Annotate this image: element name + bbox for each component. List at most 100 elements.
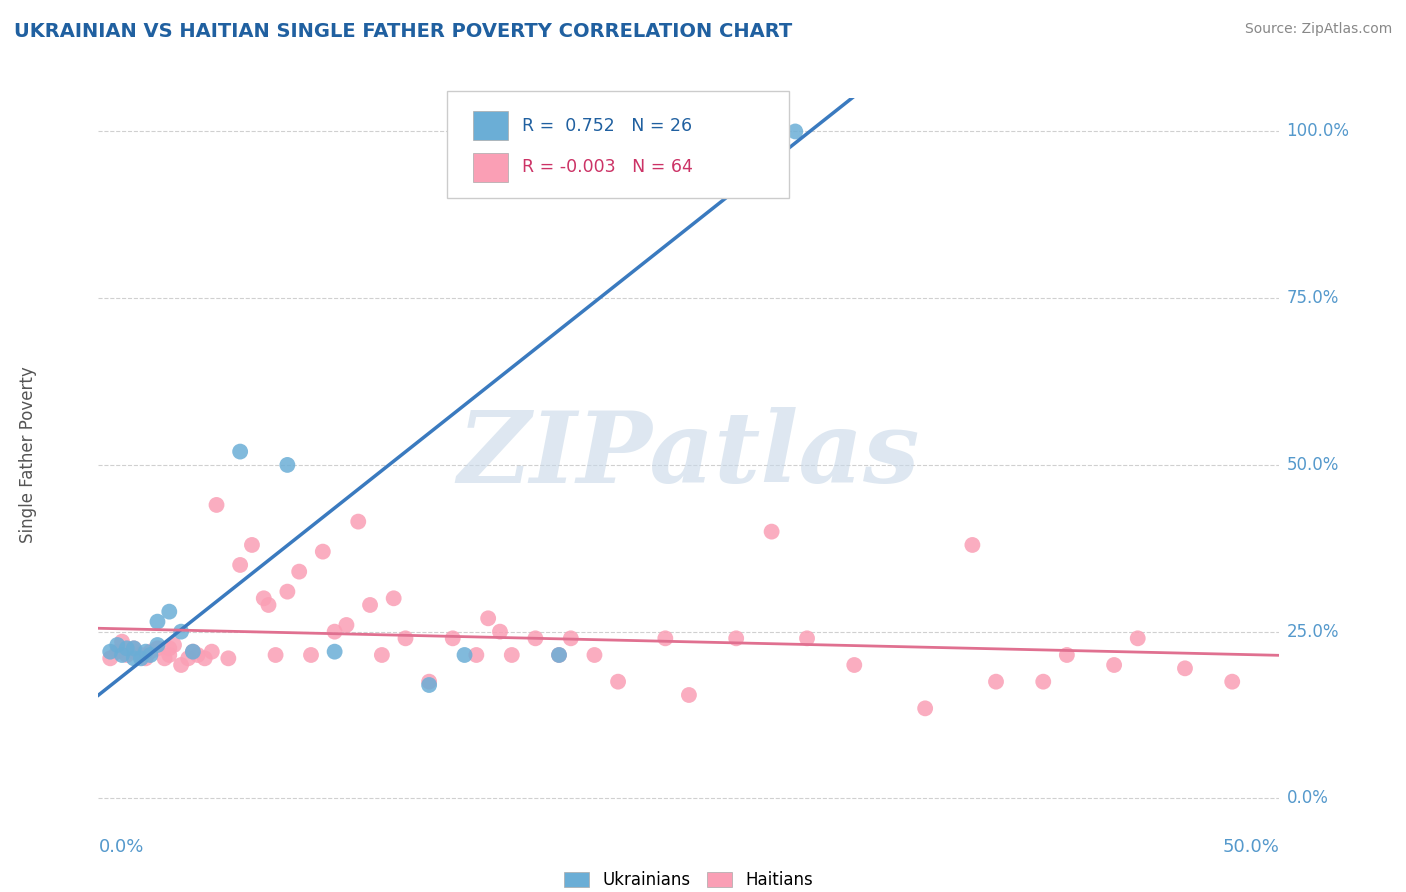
Point	[1056, 648, 1078, 662]
Bar	[472, 112, 508, 140]
Point	[312, 544, 335, 558]
Point	[122, 645, 145, 659]
Point	[323, 645, 346, 659]
Point	[418, 674, 440, 689]
FancyBboxPatch shape	[447, 91, 789, 198]
Point	[844, 658, 866, 673]
Point	[264, 648, 287, 662]
Point	[725, 632, 748, 646]
Point	[111, 634, 134, 648]
Point	[129, 651, 152, 665]
Point	[785, 124, 807, 138]
Point	[607, 674, 630, 689]
Point	[489, 624, 512, 639]
Text: ZIPatlas: ZIPatlas	[458, 407, 920, 503]
Point	[229, 558, 252, 572]
Point	[170, 624, 193, 639]
Point	[217, 651, 239, 665]
Text: 50.0%: 50.0%	[1286, 456, 1339, 474]
Point	[157, 605, 180, 619]
Point	[1126, 632, 1149, 646]
Point	[371, 648, 394, 662]
Point	[347, 515, 370, 529]
Point	[146, 638, 169, 652]
Text: 50.0%: 50.0%	[1223, 838, 1279, 856]
Point	[548, 648, 571, 662]
Point	[607, 124, 630, 138]
Point	[157, 641, 180, 656]
Point	[453, 648, 475, 662]
Point	[115, 648, 138, 662]
Point	[689, 124, 711, 138]
Point	[115, 641, 138, 656]
Text: 0.0%: 0.0%	[98, 838, 143, 856]
Point	[105, 645, 128, 659]
Point	[1032, 674, 1054, 689]
Point	[1220, 674, 1243, 689]
Point	[181, 645, 204, 659]
Point	[418, 678, 440, 692]
Point	[177, 651, 200, 665]
Point	[135, 651, 157, 665]
Point	[187, 648, 209, 662]
Point	[678, 688, 700, 702]
Point	[163, 638, 186, 652]
Point	[122, 641, 145, 656]
Point	[111, 648, 134, 662]
Point	[194, 651, 217, 665]
Point	[382, 591, 405, 606]
Text: UKRAINIAN VS HAITIAN SINGLE FATHER POVERTY CORRELATION CHART: UKRAINIAN VS HAITIAN SINGLE FATHER POVER…	[14, 22, 793, 41]
Point	[170, 658, 193, 673]
Point	[548, 648, 571, 662]
Point	[654, 632, 676, 646]
Point	[139, 648, 162, 662]
Point	[276, 584, 298, 599]
Point	[477, 611, 499, 625]
Point	[276, 458, 298, 472]
Point	[583, 648, 606, 662]
Point	[335, 618, 357, 632]
Point	[181, 645, 204, 659]
Point	[465, 648, 488, 662]
Point	[105, 638, 128, 652]
Point	[914, 701, 936, 715]
Text: 0.0%: 0.0%	[1286, 789, 1329, 807]
Point	[98, 651, 121, 665]
Text: Source: ZipAtlas.com: Source: ZipAtlas.com	[1244, 22, 1392, 37]
Point	[146, 615, 169, 629]
Point	[1174, 661, 1197, 675]
Point	[583, 124, 606, 138]
Point	[299, 648, 322, 662]
Point	[139, 645, 162, 659]
Point	[560, 632, 582, 646]
Point	[984, 674, 1007, 689]
Point	[201, 645, 224, 659]
Point	[146, 641, 169, 656]
Point	[394, 632, 416, 646]
Point	[153, 651, 176, 665]
Point	[157, 648, 180, 662]
Point	[962, 538, 984, 552]
Point	[229, 444, 252, 458]
Point	[737, 124, 759, 138]
Text: 100.0%: 100.0%	[1286, 122, 1350, 140]
Point	[524, 632, 547, 646]
Point	[796, 632, 818, 646]
Text: R = -0.003   N = 64: R = -0.003 N = 64	[523, 159, 693, 177]
Text: 25.0%: 25.0%	[1286, 623, 1339, 640]
Point	[359, 598, 381, 612]
Point	[122, 651, 145, 665]
Text: 75.0%: 75.0%	[1286, 289, 1339, 307]
Text: Single Father Poverty: Single Father Poverty	[20, 367, 37, 543]
Point	[98, 645, 121, 659]
Point	[288, 565, 311, 579]
Point	[323, 624, 346, 639]
Point	[654, 124, 676, 138]
Legend: Ukrainians, Haitians: Ukrainians, Haitians	[558, 865, 820, 892]
Point	[257, 598, 280, 612]
Point	[761, 524, 783, 539]
Point	[205, 498, 228, 512]
Point	[135, 645, 157, 659]
Point	[253, 591, 276, 606]
Point	[129, 648, 152, 662]
